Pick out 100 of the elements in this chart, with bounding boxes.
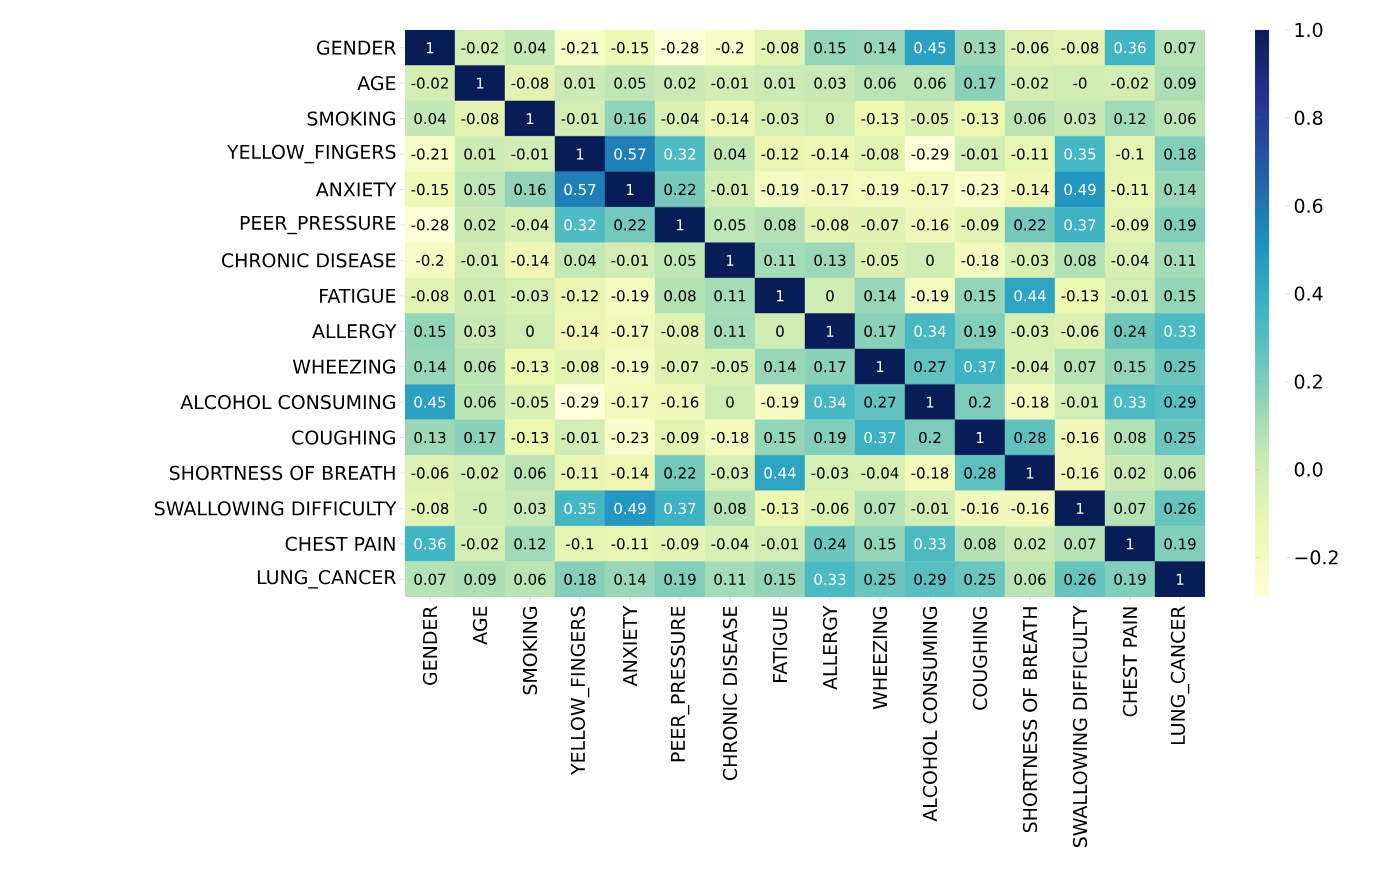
x-tick-label: AGE xyxy=(472,606,488,645)
data-label: -0.04 xyxy=(511,219,549,231)
data-label: -0.13 xyxy=(1061,290,1099,302)
data-label: -0.04 xyxy=(711,538,749,550)
x-tick-label: SHORTNESS OF BREATH xyxy=(1022,607,1038,833)
data-label: -0.17 xyxy=(611,396,649,408)
data-label: -0.08 xyxy=(761,42,799,54)
data-label: 0.17 xyxy=(964,77,996,89)
data-label: -0.14 xyxy=(811,148,849,160)
data-label: 0.28 xyxy=(1014,431,1046,444)
data-label: -0.29 xyxy=(561,396,599,408)
data-label: -0.06 xyxy=(411,467,449,479)
data-label: 0.18 xyxy=(564,573,596,585)
data-label: 1 xyxy=(1176,573,1184,585)
data-label: 0.33 xyxy=(1114,396,1146,408)
data-label: 0.22 xyxy=(664,467,696,479)
data-label: 0.08 xyxy=(964,538,996,550)
data-label: -0.14 xyxy=(511,254,549,266)
data-label: 0.08 xyxy=(764,219,796,231)
data-label: 0.01 xyxy=(764,77,796,89)
data-label: 1 xyxy=(626,184,634,195)
data-label: 0.2 xyxy=(969,396,991,408)
data-label: 0.06 xyxy=(514,467,546,479)
data-label: -0.13 xyxy=(761,502,799,515)
data-label: 1 xyxy=(576,148,584,160)
data-label: 0.12 xyxy=(1114,112,1146,125)
data-label: 0.49 xyxy=(614,502,646,515)
data-label: 0.05 xyxy=(614,77,646,89)
data-label: -0.16 xyxy=(1011,502,1049,515)
data-label: -0.18 xyxy=(711,431,749,444)
data-label: 0.14 xyxy=(614,573,646,585)
data-label: -0.19 xyxy=(861,183,899,196)
data-label: -0.03 xyxy=(1011,325,1049,337)
data-label: 0.16 xyxy=(514,183,546,196)
data-label: 0.15 xyxy=(1114,361,1146,373)
data-label: 1 xyxy=(1026,467,1034,479)
x-tick-label: ALLERGY xyxy=(822,605,838,690)
y-tick-label: ALCOHOL CONSUMING xyxy=(180,394,395,410)
data-label: 1 xyxy=(426,42,434,54)
data-label: 0.36 xyxy=(414,538,446,550)
data-label: -0.12 xyxy=(561,290,598,302)
data-label: -0.23 xyxy=(611,431,649,444)
data-label: -0.08 xyxy=(411,290,449,302)
data-label: 0.06 xyxy=(1014,112,1046,125)
data-label: -0.29 xyxy=(911,148,949,160)
data-label: 0.45 xyxy=(414,396,446,408)
data-label: 0.15 xyxy=(964,290,996,302)
data-label: 0.01 xyxy=(564,77,596,89)
x-tick-label: FATIGUE xyxy=(772,606,788,682)
data-label: 0.04 xyxy=(414,112,446,125)
data-label: 0 xyxy=(726,396,734,408)
data-label: 0.06 xyxy=(514,573,546,585)
data-label: -0.03 xyxy=(511,290,549,302)
data-label: 0.19 xyxy=(1164,219,1196,231)
data-label: 0.22 xyxy=(614,219,646,231)
data-label: -0.18 xyxy=(1011,396,1049,408)
data-label: 0.49 xyxy=(1064,183,1096,196)
data-label: -0.09 xyxy=(1111,219,1149,231)
data-label: 1 xyxy=(1126,538,1134,550)
data-label: 0.07 xyxy=(1064,538,1096,550)
color-bar-label: 0.8 xyxy=(1294,110,1323,126)
data-label: 0.02 xyxy=(1014,538,1046,550)
y-tick-label: AGE xyxy=(357,76,396,91)
data-label: 0.29 xyxy=(914,573,946,585)
color-bar-label: 0.4 xyxy=(1294,286,1323,301)
data-label: 0.08 xyxy=(1064,254,1096,266)
data-label: -0.15 xyxy=(611,42,649,54)
data-label: 0.17 xyxy=(814,361,846,373)
data-label: -0.28 xyxy=(661,42,699,54)
data-label: -0.19 xyxy=(761,183,799,196)
data-label: 0.25 xyxy=(864,573,896,585)
data-label: -0.02 xyxy=(1011,77,1048,89)
data-label: 0.06 xyxy=(914,77,946,89)
data-label: 0.19 xyxy=(814,431,846,444)
data-label: 0.25 xyxy=(964,573,996,585)
data-label: -0.14 xyxy=(611,467,649,479)
data-label: 0.37 xyxy=(864,431,896,444)
x-tick-label: COUGHING xyxy=(972,607,988,710)
y-tick-label: COUGHING xyxy=(292,430,395,445)
data-label: 1 xyxy=(526,113,534,125)
x-tick-label: SMOKING xyxy=(522,607,538,695)
data-label: -0.08 xyxy=(411,502,449,515)
data-label: -0.16 xyxy=(661,396,699,408)
data-label: 0.02 xyxy=(464,219,496,231)
data-label: -0.21 xyxy=(411,148,448,160)
data-label: 0.09 xyxy=(464,573,496,585)
data-label: -0.02 xyxy=(461,538,498,550)
data-label: 0.36 xyxy=(1114,42,1146,54)
data-label: -0.16 xyxy=(961,502,999,515)
data-label: 0.03 xyxy=(1064,112,1096,125)
data-label: -0.03 xyxy=(1011,254,1049,266)
data-label: 0.14 xyxy=(414,361,446,373)
data-label: 0.01 xyxy=(464,148,496,160)
data-label: 0.25 xyxy=(1164,431,1196,444)
data-label: 0.14 xyxy=(764,361,796,373)
data-label: -0.02 xyxy=(461,467,498,479)
data-label: 0 xyxy=(826,290,834,302)
data-label: 0.37 xyxy=(1064,219,1096,231)
data-label: 0.11 xyxy=(714,325,746,337)
data-label: 0.11 xyxy=(714,290,746,302)
